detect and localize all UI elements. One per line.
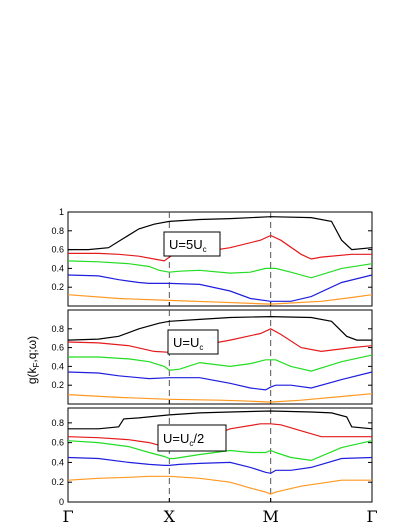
series-line-blue <box>67 456 373 474</box>
y-tick-label: 0.6 <box>51 438 64 448</box>
y-tick-label: 0.6 <box>51 343 64 353</box>
series-line-green <box>67 260 373 279</box>
y-tick-label: 1 <box>59 207 64 217</box>
y-tick-label: 0.2 <box>51 477 64 487</box>
panel-2: 0.2 0.4 0.6 0.8 U=Uc <box>51 309 373 405</box>
series-line-blue <box>67 274 373 302</box>
panel-3: 0 0.2 0.4 0.6 0.8 U=Uc/2 <box>51 407 373 507</box>
y-axis-label: g(kF,q;ω) <box>25 336 41 384</box>
y-tick-label: 0.4 <box>51 361 64 371</box>
series-line-green <box>68 354 373 372</box>
y-tick-label: 0.4 <box>51 457 64 467</box>
panel-label: U=Uc/2 <box>163 431 204 448</box>
panel-label-box <box>157 424 227 452</box>
panel-label: U=Uc <box>173 335 203 352</box>
y-tick-label: 0.8 <box>51 226 64 236</box>
series-line-orange <box>67 475 372 495</box>
series-line-orange <box>67 393 373 403</box>
y-tick-label: 0.2 <box>51 282 64 292</box>
series-line-orange <box>67 294 373 305</box>
x-tick-label: Γ <box>62 507 73 526</box>
y-tick-label: 0 <box>59 497 64 507</box>
series-line-blue <box>67 371 373 391</box>
y-tick-label: 0.6 <box>51 245 64 255</box>
panel-label-box <box>167 329 219 355</box>
panel-frame <box>67 211 373 307</box>
series-line-green <box>67 440 373 462</box>
panel-label-box <box>163 231 221 257</box>
panels-layer: 0.20.40.60.81U=5Uc0.20.40.60.8U=Uc00.20.… <box>51 207 373 507</box>
panel-frame <box>67 309 373 405</box>
y-tick-label: 0.4 <box>51 263 64 273</box>
x-tick-label: M <box>262 507 278 526</box>
panel-frame <box>67 407 373 503</box>
y-tick-label: 0.8 <box>51 324 64 334</box>
panel-1: 0.2 0.4 0.6 0.8 1 U=5Uc <box>51 207 373 307</box>
series-line-black <box>67 315 372 341</box>
y-tick-label: 0.8 <box>51 418 64 428</box>
x-tick-label: Γ <box>366 507 377 526</box>
series-line-red <box>67 328 373 353</box>
series-line-black <box>68 216 373 251</box>
y-tick-label: 0.2 <box>51 380 64 390</box>
series-line-black <box>68 410 373 430</box>
x-tick-label: X <box>164 507 176 526</box>
panel-label: U=5Uc <box>169 237 207 254</box>
